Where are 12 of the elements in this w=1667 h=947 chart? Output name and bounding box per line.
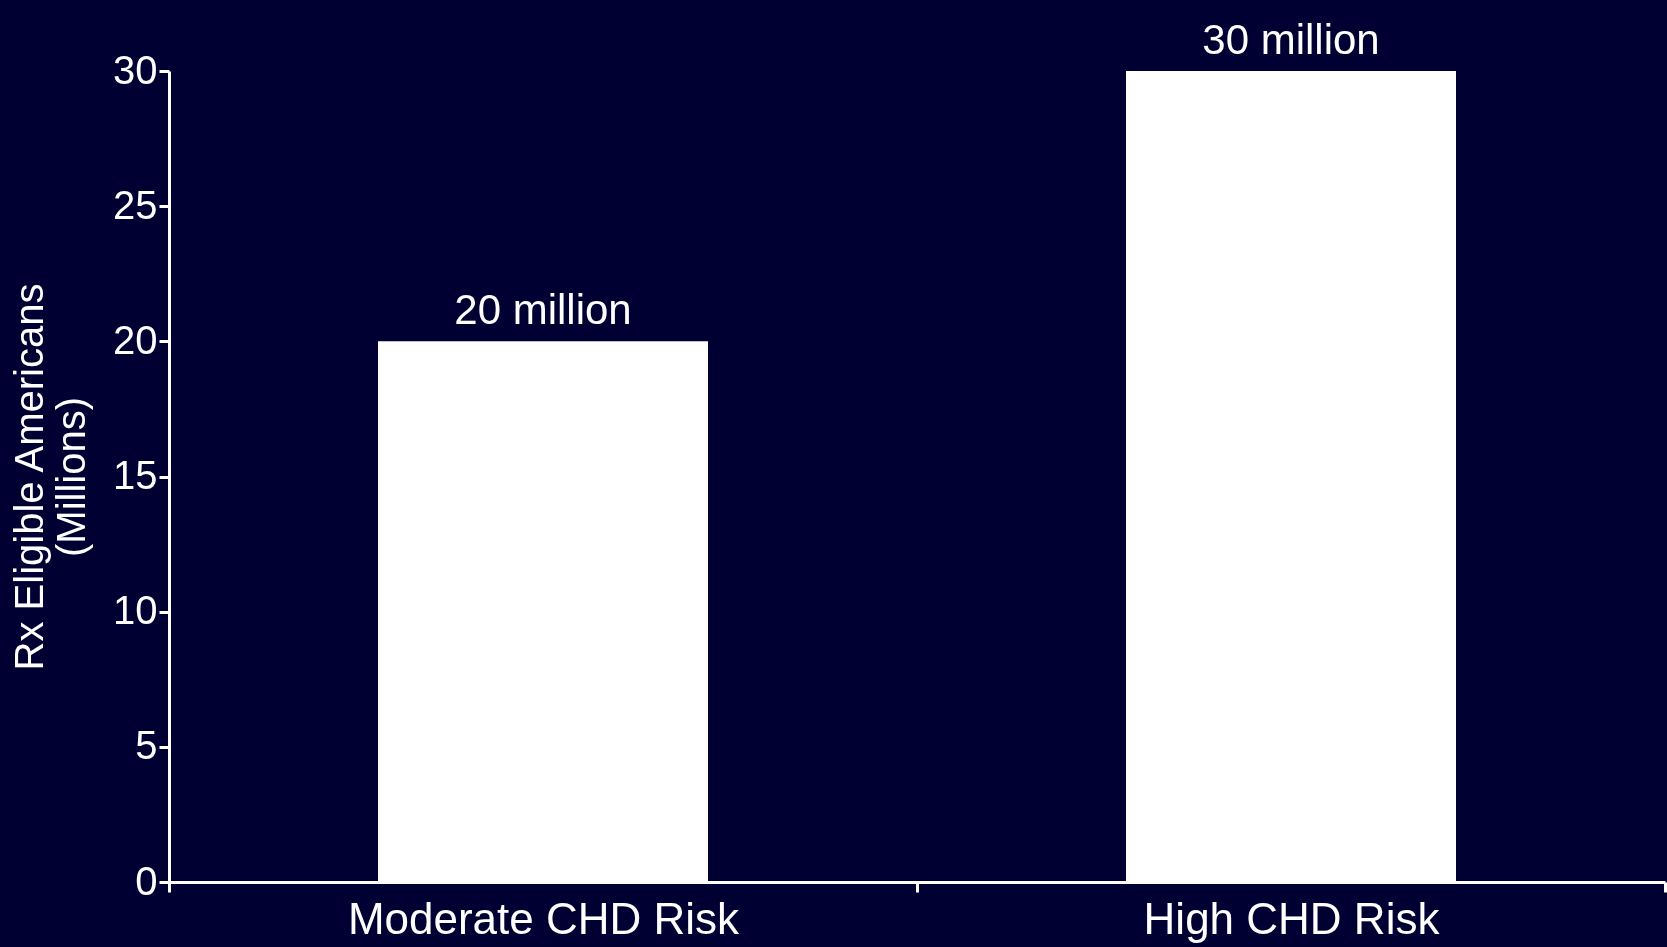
y-tick-label: 25 [113, 182, 158, 227]
x-tick-label: High CHD Risk [1143, 893, 1441, 943]
data-label: 30 million [1202, 16, 1380, 63]
y-tick-label: 20 [113, 317, 158, 362]
y-tick-label: 0 [135, 858, 158, 903]
y-tick-label: 5 [135, 723, 158, 768]
data-label: 20 million [454, 286, 632, 334]
y-axis-title: Rx Eligible Americans (Millions) [7, 283, 94, 671]
x-tick-label: Moderate CHD Risk [347, 893, 741, 943]
y-tick-label: 15 [113, 453, 158, 497]
y-tick-label: 30 [113, 47, 158, 92]
y-tick-label: 10 [113, 588, 158, 633]
